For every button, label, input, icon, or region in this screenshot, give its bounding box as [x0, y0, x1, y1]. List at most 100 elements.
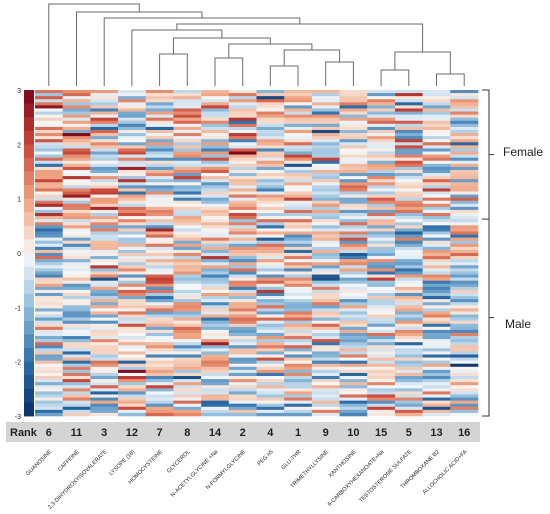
heatmap-cell — [450, 246, 479, 251]
heatmap-cell — [422, 240, 451, 245]
heatmap-cell — [173, 372, 202, 377]
heatmap-cell — [422, 277, 451, 281]
heatmap-cell — [201, 400, 230, 404]
heatmap-cell — [118, 136, 147, 140]
heatmap-cell — [62, 225, 91, 229]
heatmap-cell — [173, 388, 202, 392]
heatmap-cell — [284, 394, 313, 398]
heatmap-cell — [35, 320, 63, 325]
dendrogram-link — [228, 43, 313, 58]
heatmap-cell — [339, 277, 368, 281]
heatmap-cell — [90, 197, 119, 202]
heatmap-cell — [118, 348, 147, 352]
heatmap-cell — [339, 409, 368, 414]
heatmap-cell — [284, 372, 313, 377]
heatmap-cell — [35, 363, 63, 368]
heatmap-cell — [228, 163, 257, 168]
heatmap-cell — [422, 145, 451, 149]
heatmap-cell — [284, 283, 313, 288]
heatmap-cell — [367, 160, 396, 165]
heatmap-cell — [367, 317, 396, 321]
heatmap-cell — [62, 120, 91, 125]
heatmap-cell — [145, 219, 174, 223]
heatmap-cell — [35, 114, 63, 118]
heatmap-cell — [311, 173, 340, 177]
heatmap-cell — [173, 176, 202, 180]
heatmap-cell — [173, 191, 202, 195]
heatmap-cell — [173, 376, 202, 380]
heatmap-cell — [422, 360, 451, 365]
heatmap-cell — [173, 283, 202, 288]
heatmap-cell — [90, 265, 119, 269]
heatmap-cell — [62, 268, 91, 272]
heatmap-cell — [118, 283, 147, 288]
heatmap-cell — [228, 259, 257, 263]
heatmap-cell — [228, 366, 257, 371]
rank-value: 8 — [184, 427, 190, 439]
heatmap-cell — [90, 169, 119, 174]
heatmap-cell — [311, 366, 340, 371]
heatmap-cell — [367, 336, 396, 340]
heatmap-cell — [90, 382, 119, 386]
heatmap-cell — [450, 197, 479, 202]
heatmap-cell — [201, 372, 230, 377]
heatmap-cell — [367, 179, 396, 183]
heatmap-cell — [311, 93, 340, 97]
heatmap-cell — [62, 323, 91, 328]
heatmap-cell — [62, 200, 91, 205]
heatmap-cell — [311, 114, 340, 118]
heatmap-cell — [145, 268, 174, 272]
heatmap-cell — [35, 403, 63, 408]
color-scale-tick-label: 0 — [17, 251, 21, 258]
heatmap-cell — [145, 296, 174, 300]
heatmap-cell — [201, 133, 230, 137]
heatmap-cell — [118, 259, 147, 263]
heatmap-cell — [90, 326, 119, 331]
heatmap-cell — [228, 209, 257, 214]
heatmap-cell — [284, 114, 313, 118]
heatmap-cell — [90, 93, 119, 97]
heatmap-cell — [35, 108, 63, 112]
heatmap-cell — [145, 145, 174, 149]
heatmap-cell — [201, 339, 230, 343]
heatmap-cell — [284, 253, 313, 257]
heatmap-cell — [62, 406, 91, 411]
heatmap-cell — [367, 123, 396, 128]
heatmap-cell — [173, 391, 202, 395]
heatmap-cell — [118, 323, 147, 328]
heatmap-cell — [173, 213, 202, 217]
color-scale-segment — [24, 90, 34, 104]
heatmap-cell — [450, 243, 479, 248]
heatmap-cell — [367, 114, 396, 118]
heatmap-cell — [228, 99, 257, 103]
heatmap-cell — [118, 412, 147, 417]
heatmap-cell — [256, 142, 285, 146]
heatmap-cell — [394, 259, 423, 263]
heatmap-cell — [228, 412, 257, 417]
heatmap-cell — [201, 213, 230, 217]
heatmap-cell — [256, 409, 285, 414]
heatmap-cell — [173, 194, 202, 198]
heatmap-cell — [118, 342, 147, 346]
heatmap-cell — [62, 209, 91, 214]
heatmap-cell — [450, 280, 479, 285]
heatmap-cell — [62, 369, 91, 374]
heatmap-cell — [339, 262, 368, 266]
heatmap-cell — [201, 348, 230, 352]
heatmap-cell — [311, 391, 340, 395]
heatmap-cell — [394, 148, 423, 152]
heatmap-cell — [339, 136, 368, 140]
color-scale-segment — [24, 198, 34, 213]
heatmap-cell — [145, 339, 174, 343]
heatmap-cell — [284, 197, 313, 202]
heatmap-cell — [228, 326, 257, 331]
heatmap-cell — [173, 336, 202, 340]
heatmap-cell — [394, 403, 423, 408]
heatmap-cell — [118, 176, 147, 180]
heatmap-cell — [201, 231, 230, 235]
heatmap-cell — [367, 311, 396, 315]
heatmap-cell — [311, 160, 340, 165]
color-scale-segment — [24, 375, 34, 390]
heatmap-cell — [394, 194, 423, 198]
heatmap-cell — [422, 296, 451, 300]
